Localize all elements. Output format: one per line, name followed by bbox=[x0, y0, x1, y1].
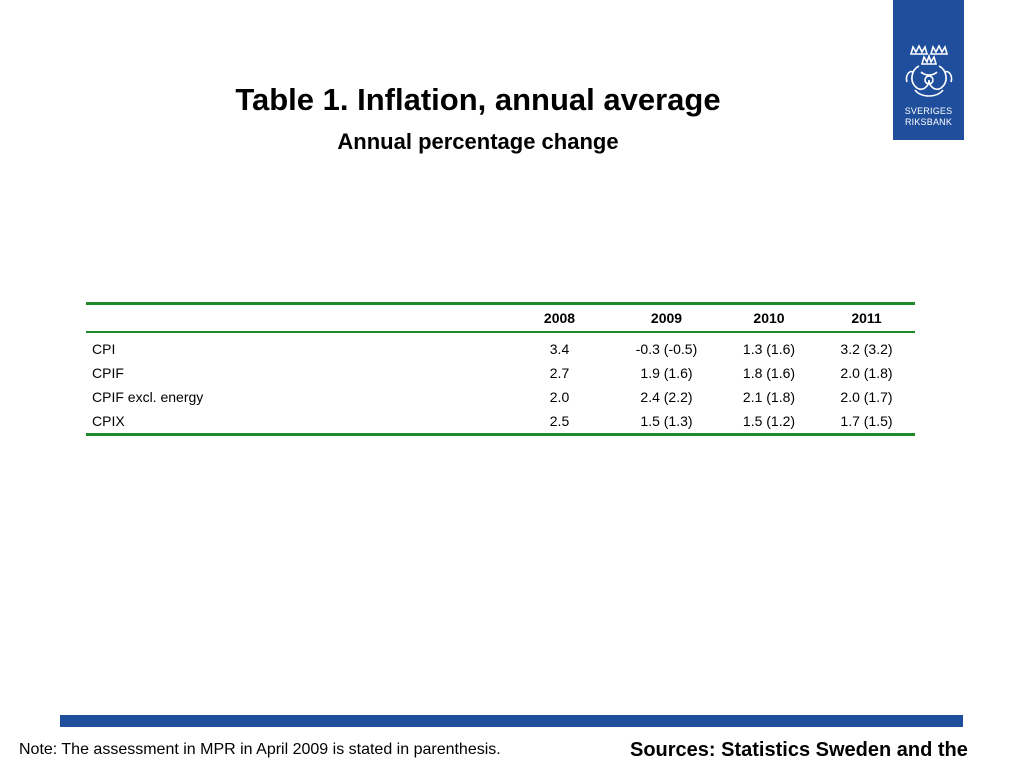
table-cell: 1.7 (1.5) bbox=[818, 409, 915, 436]
table-header-row: 2008 2009 2010 2011 bbox=[86, 302, 915, 333]
slide-subtitle: Annual percentage change bbox=[337, 129, 619, 154]
row-label-cpif-excl-energy: CPIF excl. energy bbox=[92, 389, 204, 405]
table-row: CPIF excl. energy 2.0 2.4 (2.2) 2.1 (1.8… bbox=[86, 385, 915, 409]
table-cell: 1.8 (1.6) bbox=[742, 365, 796, 381]
row-label-cpif: CPIF bbox=[92, 365, 124, 381]
table-cell: 2.0 (1.8) bbox=[840, 365, 893, 381]
table-cell: 2.7 bbox=[549, 365, 570, 381]
table-cell: 3.4 bbox=[549, 341, 570, 357]
table-row: CPIF 2.7 1.9 (1.6) 1.8 (1.6) 2.0 (1.8) bbox=[86, 361, 915, 385]
table-cell: 1.5 (1.3) bbox=[613, 409, 720, 436]
sources-caption: Sources: Statistics Sweden and the bbox=[630, 739, 968, 761]
row-label-cpi: CPI bbox=[92, 341, 116, 357]
logo-line-2: RIKSBANK bbox=[904, 117, 953, 127]
table-cell: 2.5 bbox=[506, 409, 613, 436]
header-cell-2010: 2010 bbox=[720, 302, 818, 333]
table-row: CPI 3.4 -0.3 (-0.5) 1.3 (1.6) 3.2 (3.2) bbox=[86, 332, 915, 361]
riksbank-logo: SVERIGES RIKSBANK bbox=[893, 0, 964, 140]
table-cell: 2.4 (2.2) bbox=[640, 389, 693, 405]
inflation-table: 2008 2009 2010 2011 CPI 3.4 -0.3 (-0.5) … bbox=[86, 302, 915, 436]
table-cell: 1.3 (1.6) bbox=[742, 341, 796, 357]
header-cell-2009: 2009 bbox=[613, 302, 720, 333]
table-cell: 1.9 (1.6) bbox=[640, 365, 693, 381]
table-cell: 2.0 (1.7) bbox=[840, 389, 893, 405]
footer-divider-bar bbox=[60, 715, 963, 727]
table-cell: -0.3 (-0.5) bbox=[635, 341, 698, 357]
logo-wordmark: SVERIGES RIKSBANK bbox=[905, 106, 953, 128]
header-cell-2011: 2011 bbox=[818, 302, 915, 333]
inflation-table-container: 2008 2009 2010 2011 CPI 3.4 -0.3 (-0.5) … bbox=[86, 302, 915, 436]
table-cell: 2.0 bbox=[549, 389, 570, 405]
table-row: CPIX 2.5 1.5 (1.3) 1.5 (1.2) 1.7 (1.5) bbox=[86, 409, 915, 436]
slide-title: Table 1. Inflation, annual average bbox=[235, 82, 721, 117]
table-cell: 2.1 (1.8) bbox=[742, 389, 796, 405]
logo-line-1: SVERIGES bbox=[904, 106, 953, 116]
table-cell: 1.5 (1.2) bbox=[720, 409, 818, 436]
row-label-cpix: CPIX bbox=[86, 409, 506, 436]
crown-emblem-icon bbox=[905, 44, 952, 97]
header-cell-2008: 2008 bbox=[506, 302, 613, 333]
footnote: Note: The assessment in MPR in April 200… bbox=[19, 741, 501, 758]
header-cell-label bbox=[86, 302, 506, 333]
table-cell: 3.2 (3.2) bbox=[840, 341, 893, 357]
